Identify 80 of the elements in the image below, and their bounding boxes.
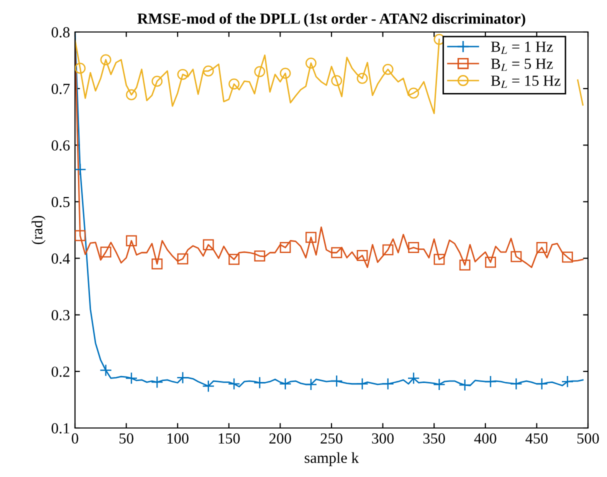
point [279,378,292,390]
point [356,250,368,261]
point [536,378,548,390]
x-tick-label: 400 [474,433,496,444]
x-tick-label: 100 [167,433,188,444]
point [510,251,522,262]
x-tick-label: 500 [577,433,599,444]
y-tick-label: 0.8 [52,27,70,38]
point [458,378,472,392]
y-tick-label: 0.7 [52,84,70,94]
line-series [75,32,584,388]
point [305,58,316,69]
y-tick-label: 0.4 [52,253,70,264]
point [228,78,240,90]
point [433,378,446,391]
point [382,244,394,256]
point [305,232,316,243]
legend-label: B$_{L}$ = 15 Hz [491,76,560,88]
point [202,66,214,77]
x-tick-label: 150 [218,433,240,444]
y-tick-label: 0.3 [52,310,70,320]
x-tick-label: 300 [372,433,394,444]
x-tick-label: 250 [320,433,342,444]
x-tick-label: 450 [526,433,548,444]
point [254,376,266,389]
point [177,253,188,264]
point [125,372,138,384]
point [408,242,420,254]
point [407,372,420,384]
point [152,76,163,87]
point [562,252,573,263]
point [75,62,86,74]
x-axis-title: sample k [304,452,359,466]
point [228,254,240,265]
point [150,376,164,388]
y-tick-label: 0.5 [52,196,70,208]
point [382,64,394,75]
y-axis-title: (rad) [32,216,46,244]
point [459,260,470,271]
point [331,247,342,258]
point [176,371,189,384]
point [510,378,522,390]
point [330,374,343,388]
point [202,380,215,392]
legend-label: B$_{L}$ = 1 Hz [491,42,553,54]
x-tick-label: 200 [269,433,292,444]
point [280,68,291,79]
y-tick-label: 0.6 [52,140,70,151]
point [126,89,137,100]
point [152,258,163,270]
point [126,235,137,246]
point [254,66,266,78]
chart-title: RMSE-mod of the DPLL (1st order - ATAN2 discriminator) [137,12,526,27]
y-tick-label: 0.2 [52,366,70,377]
point [100,364,112,376]
legend-label: B$_{L}$ = 5 Hz [491,58,553,71]
point [484,375,497,388]
point [434,254,445,265]
point [254,250,266,262]
point [202,239,214,250]
x-tick-label: 50 [120,433,134,444]
point [408,88,420,99]
point [75,163,86,176]
point [304,378,318,391]
x-tick-label: 350 [423,433,445,444]
y-tick-label: 0.1 [52,423,70,434]
point [561,375,574,388]
point [536,242,548,254]
point [382,378,394,390]
point [100,246,112,258]
point [177,68,188,80]
point [356,72,368,84]
point [485,256,496,268]
x-tick-label: 0 [72,433,78,444]
point [356,378,368,390]
point [100,54,112,66]
point [228,378,240,390]
point [75,230,86,242]
point [331,75,342,86]
point [280,242,291,254]
